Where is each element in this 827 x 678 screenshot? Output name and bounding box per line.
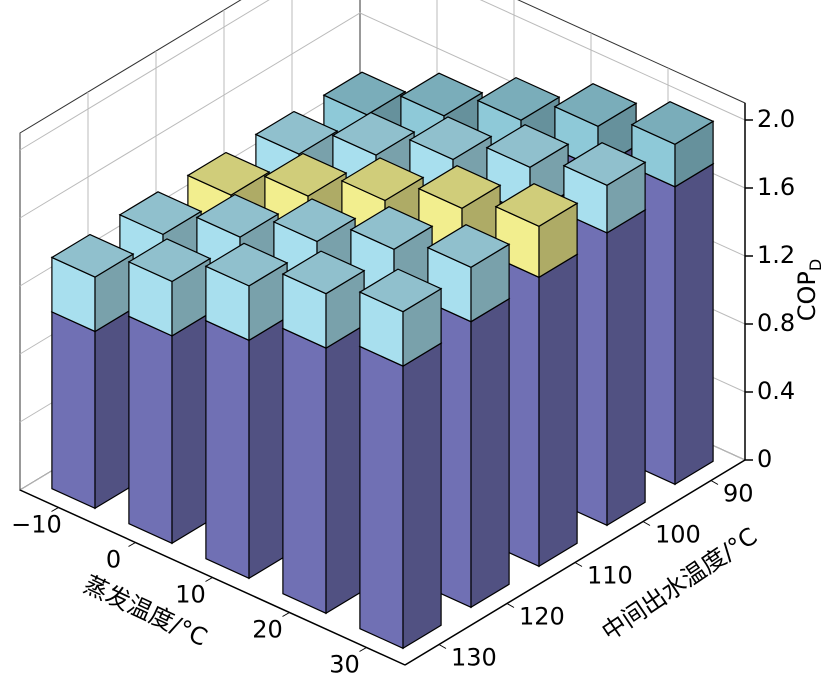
bar-top-face: [340, 157, 425, 202]
bar-top-face: [254, 110, 339, 155]
bar-front-face: [282, 327, 327, 615]
bar-segment: [281, 250, 366, 350]
bar-top-face: [476, 76, 561, 121]
grid-line: [19, 0, 746, 151]
x-tick: [282, 612, 290, 617]
bar-top-face: [50, 233, 135, 278]
z-tick-label: 0.8: [757, 309, 795, 337]
bar-top-face: [118, 191, 203, 236]
bar-front-face: [205, 319, 250, 580]
bar-side-face: [674, 162, 714, 486]
bar-top-face: [281, 250, 366, 295]
x-tick: [128, 542, 136, 547]
y-tick-label: 90: [723, 480, 754, 508]
y-tick: [574, 562, 583, 567]
bar-top-face: [272, 198, 357, 243]
y-tick: [710, 480, 719, 485]
y-tick-label: 110: [587, 562, 633, 590]
bar-top-face: [263, 152, 348, 197]
bar-segment: [358, 322, 443, 650]
bar-side-face: [538, 253, 578, 568]
y-tick-label: 120: [519, 603, 565, 631]
x-tick: [51, 507, 59, 512]
bar-segment: [127, 238, 212, 337]
z-axis-title-main: COP: [793, 271, 821, 321]
axes: 0 0.4 0.8 1.2 1.6 2.0 −10 0 10 20 30 90 100 110 120 130: [11, 103, 795, 678]
y-tick-label: 130: [451, 644, 497, 672]
bar-top-face: [204, 242, 289, 287]
z-axis-title: COPD: [793, 259, 825, 321]
bar-top-face: [195, 193, 280, 238]
bar-segment: [204, 297, 289, 580]
bar-side-face: [248, 316, 288, 580]
bar-top-face: [186, 151, 271, 196]
bar-top-face: [349, 206, 434, 250]
y-tick-label: 100: [655, 521, 701, 549]
bar-top-face: [630, 101, 715, 145]
y-tick: [438, 644, 447, 649]
bar-top-face: [553, 83, 638, 127]
x-tick-label: 30: [329, 651, 360, 678]
bar-side-face: [606, 208, 646, 527]
x-tick-label: 0: [106, 546, 121, 574]
bar-segment: [50, 233, 135, 333]
bar-side-face: [325, 324, 365, 615]
bar-segment: [562, 142, 647, 234]
bar-segment: [630, 101, 715, 188]
z-tick-label: 2.0: [757, 105, 795, 133]
bar-top-face: [331, 111, 416, 156]
bar-top-face: [494, 183, 579, 227]
bar-segment: [281, 304, 366, 615]
bar-top-face: [417, 165, 502, 209]
bar-side-face: [470, 297, 510, 609]
x-tick-label: 10: [175, 581, 206, 609]
bar-top-face: [399, 72, 484, 117]
bar-front-face: [359, 345, 404, 650]
bar-top-face: [127, 238, 212, 283]
bar-side-face: [171, 311, 211, 545]
z-tick-label: 1.2: [757, 241, 795, 269]
bar-top-face: [408, 116, 493, 161]
bar-front-face: [51, 310, 96, 510]
bar-side-face: [402, 342, 442, 650]
bars: [50, 71, 715, 650]
y-tick: [642, 521, 651, 526]
y-tick: [506, 603, 515, 608]
x-tick: [205, 577, 213, 582]
z-tick-label: 0.4: [757, 377, 795, 405]
z-tick-label: 1.6: [757, 173, 795, 201]
bar-segment: [358, 268, 443, 368]
bar-top-face: [358, 268, 443, 313]
x-tick-label: 20: [252, 616, 283, 644]
bar-top-face: [485, 124, 570, 168]
bar-front-face: [128, 315, 173, 545]
bar-side-face: [94, 307, 134, 510]
bar-segment: [204, 242, 289, 342]
bar-top-face: [562, 142, 647, 186]
bar-top-face: [322, 71, 407, 116]
z-axis-title-sub: D: [806, 259, 825, 271]
z-tick-label: 0: [757, 445, 772, 473]
x-tick-label: −10: [11, 511, 62, 539]
bar-top-face: [426, 224, 511, 268]
x-tick: [359, 647, 367, 652]
